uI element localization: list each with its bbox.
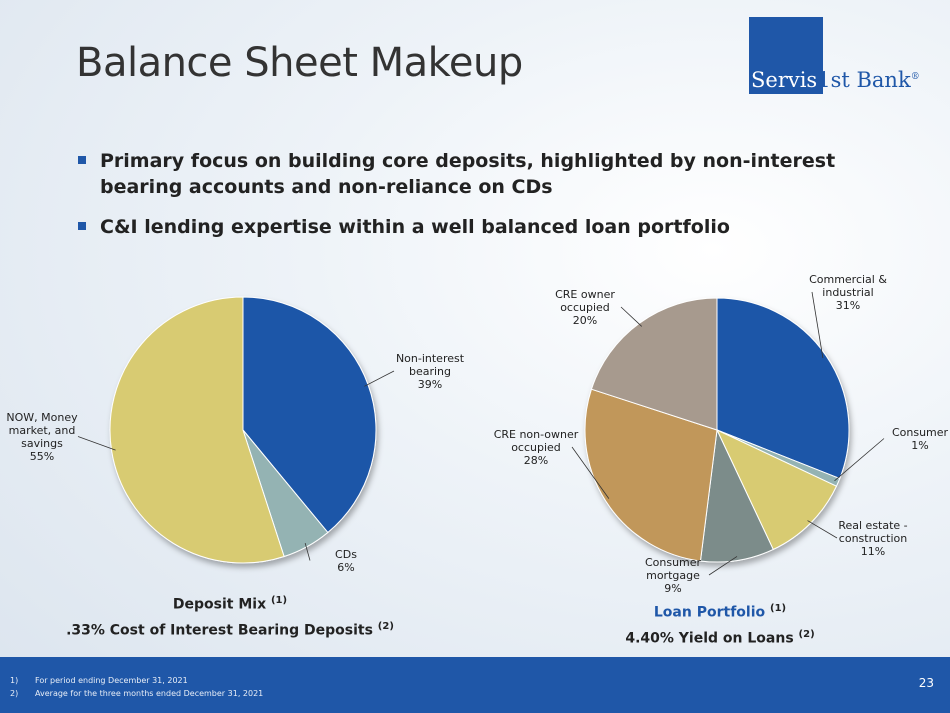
bullet-text: Primary focus on building core deposits,… <box>100 150 836 198</box>
bullet-text: C&I lending expertise within a well bala… <box>100 216 730 238</box>
deposit-mix-caption: Deposit Mix (1) .33% Cost of Interest Be… <box>60 590 400 641</box>
pie-slice-real-estate-construction <box>715 428 838 551</box>
pie-label-commercial-industrial: Commercial & industrial 31% <box>809 273 887 312</box>
pie-label-consumer: Consumer 1% <box>892 426 949 452</box>
footnote-ref: (1) <box>270 595 288 606</box>
logo-registered-mark: ® <box>910 72 920 82</box>
leader-line <box>807 520 838 539</box>
loan-portfolio-pie: Commercial & industrial 31% Consumer 1% Real … <box>494 273 949 595</box>
leader-line <box>304 542 311 561</box>
loan-yield-text: 4.40% Yield on Loans <box>625 630 794 647</box>
footnote-ref: (2) <box>798 628 815 640</box>
logo-word-1st-bank: 1st Bank <box>817 68 911 92</box>
bullet-item: Primary focus on building core deposits,… <box>76 148 866 200</box>
leader-line <box>77 436 116 451</box>
pie-slice-non-interest-bearing <box>242 296 377 534</box>
leader-line <box>811 291 824 359</box>
pie-slice-now-money-market-and-savings <box>109 296 285 564</box>
pie-slice-cre-owner-occupied <box>590 297 718 431</box>
deposit-cost-text: .33% Cost of Interest Bearing Deposits <box>66 622 373 639</box>
leader-line <box>364 370 395 387</box>
footnote-2: 2) Average for the three months ended Dec… <box>10 689 264 698</box>
leader-line <box>620 306 643 327</box>
pie-label-cre-owner-occupied: CRE owner occupied 20% <box>555 288 615 327</box>
bullet-square-icon <box>78 222 86 230</box>
pie-label-real-estate-construction: Real estate -construction 11% <box>838 519 907 558</box>
footnote-ref: (1) <box>770 603 787 614</box>
page-number: 23 <box>918 676 934 690</box>
pie-label-cds: CDs 6% <box>335 548 357 574</box>
page-title: Balance Sheet Makeup <box>76 40 523 86</box>
leader-line <box>708 556 738 576</box>
pie-label-consumer-mortgage: Consumer mortgage 9% <box>645 556 702 595</box>
deposit-mix-pie: Non-interest bearing 39% CDs 6% NOW, Money mar… <box>6 296 465 574</box>
loan-portfolio-title: Loan Portfolio <box>653 604 766 621</box>
leader-line <box>571 446 610 499</box>
loan-portfolio-caption: Loan Portfolio (1) 4.40% Yield on Loans … <box>580 598 860 649</box>
pie-body <box>109 296 377 564</box>
deposit-mix-title: Deposit Mix <box>172 596 267 613</box>
bank-logo-text: Servis1st Bank® <box>749 62 949 93</box>
pie-label-now-money-market-and-savings: NOW, Money market, and savings 55% <box>6 411 78 463</box>
footnote-ref: (2) <box>377 620 394 632</box>
pie-label-cre-non-owner-occupied: CRE non-owner occupied 28% <box>494 428 579 467</box>
pie-slice-commercial-industrial <box>716 297 850 480</box>
bank-logo <box>749 17 823 94</box>
pie-label-non-interest-bearing: Non-interest bearing 39% <box>396 352 465 391</box>
leader-line <box>834 438 885 482</box>
footer-bar <box>0 657 950 713</box>
bullet-square-icon <box>78 156 86 164</box>
pie-slice-cre-non-owner-occupied <box>584 388 718 562</box>
pie-body <box>584 297 850 563</box>
bullet-item: C&I lending expertise within a well bala… <box>76 214 866 240</box>
logo-word-servis: Servis <box>751 68 818 92</box>
bullet-list: Primary focus on building core deposits,… <box>76 148 866 254</box>
footnote-1: 1) For period ending December 31, 2021 <box>10 676 188 685</box>
